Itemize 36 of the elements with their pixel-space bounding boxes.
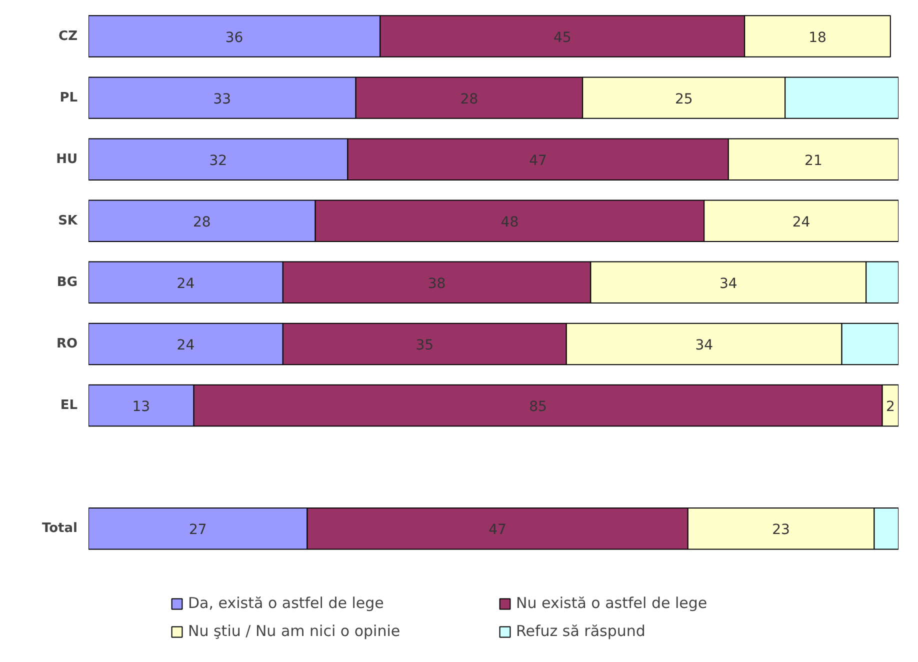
data-label: 24 <box>792 214 810 230</box>
data-label: 38 <box>428 276 446 292</box>
legend-label: Nu ştiu / Nu am nici o opinie <box>188 622 402 640</box>
y-tick-label: CZ <box>58 28 78 44</box>
data-label: 28 <box>460 91 478 108</box>
data-label: 47 <box>488 522 506 538</box>
data-label: 85 <box>529 399 547 415</box>
data-label: 48 <box>500 214 519 230</box>
data-label: 24 <box>176 276 195 292</box>
legend-label: Da, există o astfel de lege <box>188 594 385 612</box>
data-label: 34 <box>695 337 714 354</box>
data-label: 13 <box>132 399 150 415</box>
data-label: 28 <box>192 214 211 230</box>
data-label: 32 <box>209 152 228 169</box>
data-label: 21 <box>804 152 822 169</box>
data-label: 36 <box>225 30 244 46</box>
legend-label: Refuz să răspund <box>516 622 646 640</box>
data-label: 25 <box>674 91 693 108</box>
y-tick-label: BG <box>56 274 78 290</box>
y-tick-label: RO <box>56 336 78 352</box>
y-tick-label: Total <box>42 521 78 536</box>
y-tick-label: SK <box>58 213 78 228</box>
data-label: 18 <box>808 30 826 46</box>
data-label: 47 <box>529 152 547 169</box>
data-label: 24 <box>176 337 195 354</box>
data-label: 27 <box>188 522 207 538</box>
legend-label: Nu există o astfel de lege <box>516 594 708 612</box>
data-label: 23 <box>772 522 790 538</box>
data-label: 45 <box>553 30 572 46</box>
y-tick-label: EL <box>60 398 78 413</box>
y-tick-label: HU <box>56 152 78 167</box>
data-label: 33 <box>213 91 232 108</box>
data-label: 34 <box>719 276 738 292</box>
data-label: 35 <box>416 337 434 354</box>
data-label: 2 <box>886 399 895 415</box>
y-tick-label: PL <box>60 90 78 106</box>
